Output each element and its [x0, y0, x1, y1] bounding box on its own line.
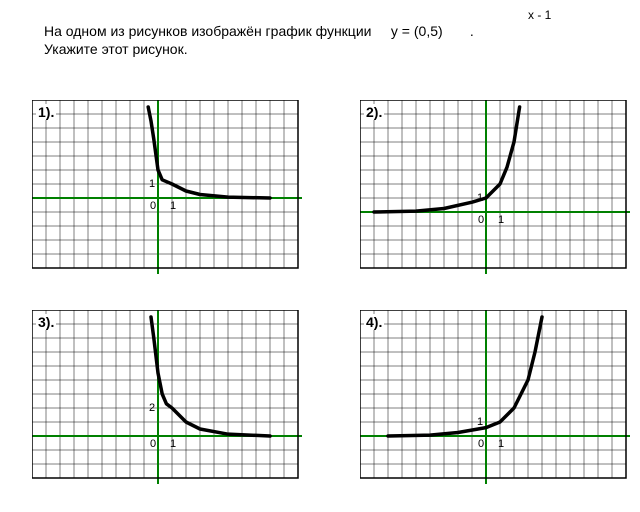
- x-tick-label: 1: [170, 438, 176, 450]
- y-tick-label: 1: [149, 178, 155, 190]
- origin-label: 0: [478, 214, 484, 226]
- question-line2: Укажите этот рисунок.: [44, 40, 188, 60]
- chart-id-label: 1).: [36, 104, 56, 120]
- chart-1: 1). 0 1 1: [32, 100, 302, 275]
- formula-exponent: x - 1: [528, 8, 551, 22]
- chart-id-label: 3).: [36, 314, 56, 330]
- question-text-1: На одном из рисунков изображён график фу…: [44, 23, 371, 39]
- chart-4: 4). 0 1 1: [360, 310, 630, 485]
- origin-label: 0: [150, 200, 156, 212]
- y-tick-label: 2: [149, 402, 155, 414]
- y-tick-label: 1: [477, 192, 483, 204]
- chart-id-label: 2).: [364, 104, 384, 120]
- question-line1: На одном из рисунков изображён график фу…: [44, 22, 474, 42]
- y-tick-label: 1: [477, 416, 483, 428]
- origin-label: 0: [478, 438, 484, 450]
- formula-base: y = (0,5): [391, 23, 443, 39]
- x-tick-label: 1: [498, 438, 504, 450]
- x-tick-label: 1: [498, 214, 504, 226]
- x-tick-label: 1: [170, 200, 176, 212]
- chart-3: 3). 0 2 1: [32, 310, 302, 485]
- chart-id-label: 4).: [364, 314, 384, 330]
- origin-label: 0: [150, 438, 156, 450]
- chart-2: 2). 0 1 1: [360, 100, 630, 275]
